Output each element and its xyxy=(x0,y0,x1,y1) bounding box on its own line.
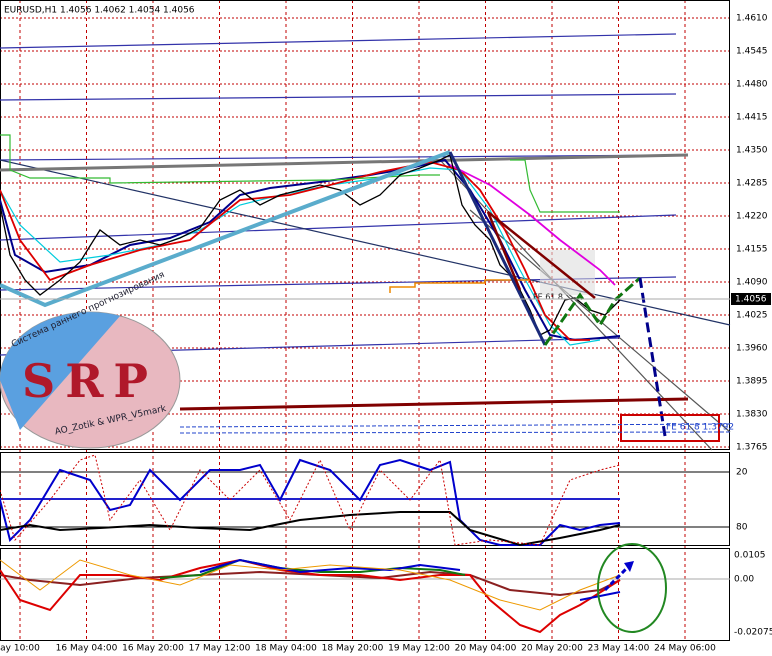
histo-red xyxy=(0,558,621,634)
price-label: 1.3765 xyxy=(736,443,768,453)
indicator2-label: 0.00 xyxy=(734,575,754,585)
zigzag-up xyxy=(0,150,451,308)
histo-blue xyxy=(199,558,461,574)
pattern-lines xyxy=(486,211,596,299)
osc-red xyxy=(0,454,621,546)
time-label: 20 May 20:00 xyxy=(521,644,583,654)
forecast-arrow xyxy=(603,563,632,592)
time-label: 16 May 20:00 xyxy=(122,644,184,654)
stop-orange xyxy=(389,279,530,293)
chart-header: EURUSD,H1 1.4056 1.4062 1.4054 1.4056 xyxy=(4,6,195,16)
time-label: ay 10:00 xyxy=(0,644,40,654)
osc-black xyxy=(0,511,621,547)
signal xyxy=(0,570,621,597)
time-label: 19 May 12:00 xyxy=(388,644,450,654)
price-label: 1.3895 xyxy=(736,377,768,387)
price-label: 1.4220 xyxy=(736,212,768,222)
fibo-line xyxy=(179,423,731,428)
logo-letters: SRP xyxy=(22,354,158,408)
price-label: 1.4350 xyxy=(736,146,768,156)
indicator2-label: 0.0105 xyxy=(734,551,766,561)
current-price: 1.4056 xyxy=(735,295,767,305)
projection-blue xyxy=(638,277,667,437)
histo-blue-end xyxy=(579,591,621,601)
fibo-line xyxy=(179,431,731,434)
price-label: 1.4480 xyxy=(736,80,768,90)
price-label: 1.3960 xyxy=(736,344,768,354)
indicator1-label: 80 xyxy=(736,523,748,533)
level-tag: FE 61.8 xyxy=(533,293,563,302)
time-label: 17 May 12:00 xyxy=(189,644,251,654)
support-line xyxy=(179,397,689,411)
arrow-head xyxy=(624,561,634,572)
fibo-label: FE 61.8 1.3792 xyxy=(666,423,734,433)
price-label: 1.4025 xyxy=(736,311,768,321)
ma-magenta xyxy=(449,164,616,286)
price xyxy=(0,154,621,336)
histo-green xyxy=(159,558,466,579)
osc-orange xyxy=(0,559,621,611)
indicator2-label: -0.02075 xyxy=(734,628,772,638)
stop-green-2 xyxy=(510,159,620,213)
ma-blue xyxy=(0,158,621,342)
time-label: 23 May 14:00 xyxy=(588,644,650,654)
time-label: 20 May 04:00 xyxy=(455,644,517,654)
indicator2-frame xyxy=(0,548,730,641)
price-label: 1.4415 xyxy=(736,113,768,123)
main-frame xyxy=(0,0,730,450)
indicator1-label: 20 xyxy=(736,468,748,478)
current-price-box xyxy=(731,293,771,305)
price-label: 1.4090 xyxy=(736,278,768,288)
axes: 1.4610 1.4545 1.4480 1.4415 1.4350 1.4285 1.42… xyxy=(0,14,772,654)
target-box xyxy=(620,414,720,442)
time-label: 18 May 20:00 xyxy=(322,644,384,654)
highlight-ellipse xyxy=(597,543,667,633)
zigzag-down xyxy=(448,151,547,346)
price-label: 1.4155 xyxy=(736,245,768,255)
time-label: 16 May 04:00 xyxy=(56,644,118,654)
price-label: 1.4610 xyxy=(736,14,768,24)
price-label: 1.4545 xyxy=(736,47,768,57)
time-label: 18 May 04:00 xyxy=(255,644,317,654)
resistance-line xyxy=(0,153,689,172)
price-label: 1.3830 xyxy=(736,410,768,420)
zone xyxy=(540,250,595,295)
price-label: 1.4285 xyxy=(736,179,768,189)
time-label: 24 May 06:00 xyxy=(654,644,716,654)
